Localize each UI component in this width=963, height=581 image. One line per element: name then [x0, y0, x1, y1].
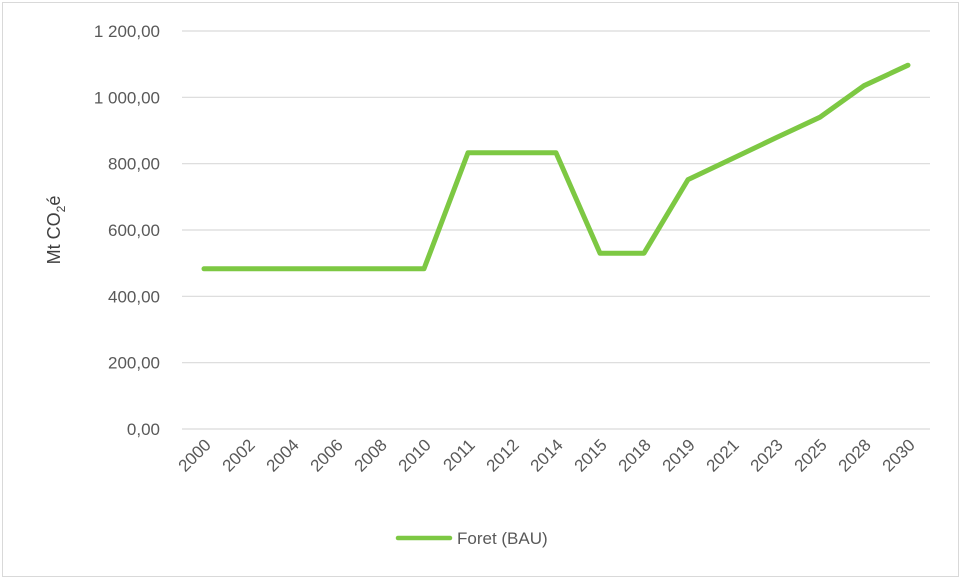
legend: Foret (BAU) — [395, 529, 548, 548]
x-tick-label: 2025 — [791, 435, 831, 475]
y-axis-title-subscript: 2 — [54, 205, 68, 212]
x-tick-label: 2004 — [263, 435, 303, 475]
y-axis-title: Mt CO2é — [44, 196, 68, 265]
x-tick-label: 2015 — [571, 435, 611, 475]
x-axis-ticks: 2000 2002 2004 2006 2008 2010 2011 2012 2014 2015… — [175, 435, 919, 475]
y-tick-label: 200,00 — [108, 354, 160, 373]
x-tick-label: 2014 — [527, 435, 567, 475]
gridlines — [182, 30, 930, 430]
y-axis-ticks: 0,00 200,00 400,00 600,00 800,00 1 000,00 1 20… — [94, 22, 160, 439]
x-tick-label: 2002 — [219, 435, 259, 475]
y-tick-label: 0,00 — [127, 420, 160, 439]
y-tick-label: 400,00 — [108, 287, 160, 306]
y-tick-label: 600,00 — [108, 221, 160, 240]
x-tick-label: 2000 — [175, 435, 215, 475]
y-axis-title-tail: é — [44, 196, 64, 206]
x-tick-label: 2021 — [703, 435, 743, 475]
x-tick-label: 2011 — [440, 435, 479, 474]
x-tick-label: 2006 — [307, 435, 347, 475]
x-tick-label: 2012 — [483, 435, 523, 475]
y-axis-title-main: Mt CO — [44, 212, 64, 264]
x-tick-label: 2019 — [659, 435, 699, 475]
series-lines — [201, 62, 911, 272]
x-tick-label: 2008 — [351, 435, 391, 475]
x-tick-label: 2023 — [747, 435, 787, 475]
x-tick-label: 2010 — [395, 435, 435, 475]
series-line-foret-bau — [201, 62, 911, 272]
y-tick-label: 1 200,00 — [94, 22, 160, 41]
legend-label: Foret (BAU) — [457, 529, 548, 548]
y-tick-label: 1 000,00 — [94, 88, 160, 107]
x-tick-label: 2018 — [615, 435, 655, 475]
y-tick-label: 800,00 — [108, 155, 160, 174]
x-tick-label: 2030 — [879, 435, 919, 475]
x-tick-label: 2028 — [835, 435, 875, 475]
